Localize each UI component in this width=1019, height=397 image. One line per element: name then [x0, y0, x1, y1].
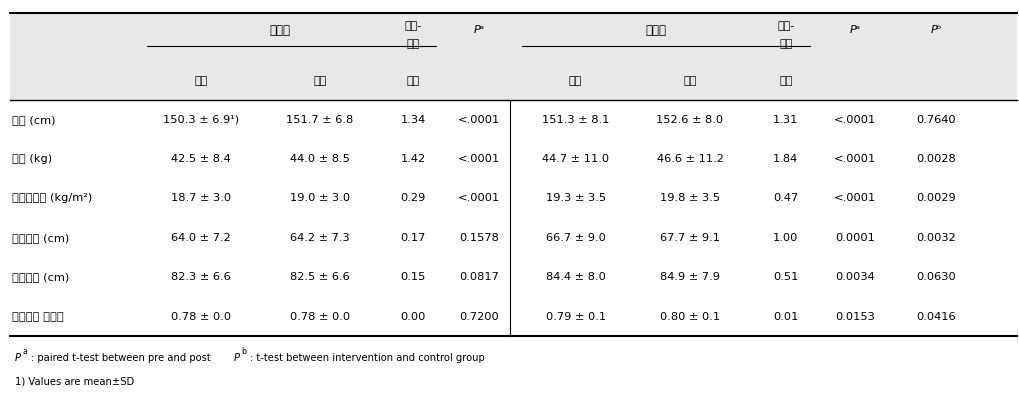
- Text: 사전: 사전: [195, 76, 208, 86]
- Text: 체질량지수 (kg/m²): 체질량지수 (kg/m²): [11, 193, 92, 204]
- Text: 0.79 ± 0.1: 0.79 ± 0.1: [545, 312, 605, 322]
- Text: 19.3 ± 3.5: 19.3 ± 3.5: [545, 193, 605, 204]
- Text: 사전: 사전: [779, 39, 792, 49]
- Text: b: b: [242, 347, 247, 356]
- Text: 0.78 ± 0.0: 0.78 ± 0.0: [171, 312, 231, 322]
- Text: 42.5 ± 8.4: 42.5 ± 8.4: [171, 154, 231, 164]
- Text: 1.34: 1.34: [400, 115, 426, 125]
- Text: 0.00: 0.00: [400, 312, 426, 322]
- Text: 0.0153: 0.0153: [835, 312, 874, 322]
- Text: 0.1578: 0.1578: [459, 233, 498, 243]
- Text: 1) Values are mean±SD: 1) Values are mean±SD: [14, 377, 133, 387]
- Text: 사후-: 사후-: [776, 21, 794, 31]
- Text: 44.0 ± 8.5: 44.0 ± 8.5: [289, 154, 350, 164]
- Text: 152.6 ± 8.0: 152.6 ± 8.0: [656, 115, 722, 125]
- Text: 150.3 ± 6.9¹): 150.3 ± 6.9¹): [163, 115, 239, 125]
- Text: 대조군: 대조군: [645, 24, 665, 37]
- Text: 0.0817: 0.0817: [459, 272, 498, 282]
- Text: 0.78 ± 0.0: 0.78 ± 0.0: [289, 312, 350, 322]
- Text: 0.01: 0.01: [772, 312, 798, 322]
- Text: 허리둔부 둘레비: 허리둔부 둘레비: [11, 312, 63, 322]
- Text: 82.5 ± 6.6: 82.5 ± 6.6: [289, 272, 350, 282]
- Text: <.0001: <.0001: [833, 193, 875, 204]
- Text: 19.0 ± 3.0: 19.0 ± 3.0: [289, 193, 350, 204]
- Text: 0.0630: 0.0630: [915, 272, 955, 282]
- Text: <.0001: <.0001: [458, 154, 499, 164]
- Text: 84.9 ± 7.9: 84.9 ± 7.9: [659, 272, 719, 282]
- Text: 64.0 ± 7.2: 64.0 ± 7.2: [171, 233, 231, 243]
- Text: 66.7 ± 9.0: 66.7 ± 9.0: [545, 233, 605, 243]
- Text: 1.42: 1.42: [400, 154, 426, 164]
- Text: 체중 (kg): 체중 (kg): [11, 154, 52, 164]
- Text: 신장 (cm): 신장 (cm): [11, 115, 55, 125]
- Text: <.0001: <.0001: [833, 154, 875, 164]
- Text: Pᵃ: Pᵃ: [473, 25, 484, 35]
- Text: 67.7 ± 9.1: 67.7 ± 9.1: [659, 233, 719, 243]
- Text: 사전: 사전: [569, 76, 582, 86]
- Text: 151.3 ± 8.1: 151.3 ± 8.1: [541, 115, 608, 125]
- Text: 64.2 ± 7.3: 64.2 ± 7.3: [289, 233, 350, 243]
- Text: 0.15: 0.15: [400, 272, 426, 282]
- Text: a: a: [22, 347, 28, 356]
- Text: : paired t-test between pre and post: : paired t-test between pre and post: [31, 353, 217, 363]
- Text: 0.29: 0.29: [400, 193, 426, 204]
- Text: P: P: [14, 353, 20, 363]
- Text: 84.4 ± 8.0: 84.4 ± 8.0: [545, 272, 605, 282]
- Text: 82.3 ± 6.6: 82.3 ± 6.6: [171, 272, 231, 282]
- Text: 사전: 사전: [407, 76, 420, 86]
- Text: 19.8 ± 3.5: 19.8 ± 3.5: [659, 193, 719, 204]
- Text: 허리둘레 (cm): 허리둘레 (cm): [11, 233, 68, 243]
- Text: 사전: 사전: [779, 76, 792, 86]
- Text: 0.47: 0.47: [772, 193, 798, 204]
- Text: 0.0032: 0.0032: [915, 233, 955, 243]
- Text: 0.0034: 0.0034: [835, 272, 874, 282]
- Text: 1.84: 1.84: [772, 154, 798, 164]
- Text: 0.0029: 0.0029: [915, 193, 955, 204]
- Text: Pᵇ: Pᵇ: [929, 25, 941, 35]
- Text: 중재군: 중재군: [269, 24, 289, 37]
- Text: 사전: 사전: [407, 39, 420, 49]
- Text: <.0001: <.0001: [833, 115, 875, 125]
- Text: 46.6 ± 11.2: 46.6 ± 11.2: [656, 154, 722, 164]
- Text: 0.0001: 0.0001: [835, 233, 874, 243]
- Text: : t-test between intervention and control group: : t-test between intervention and contro…: [250, 353, 484, 363]
- Text: 0.80 ± 0.1: 0.80 ± 0.1: [659, 312, 719, 322]
- Text: P: P: [233, 353, 239, 363]
- Text: 0.17: 0.17: [400, 233, 426, 243]
- Text: 사후-: 사후-: [405, 21, 422, 31]
- Text: <.0001: <.0001: [458, 193, 499, 204]
- Text: 18.7 ± 3.0: 18.7 ± 3.0: [171, 193, 231, 204]
- Text: <.0001: <.0001: [458, 115, 499, 125]
- Text: 둔부둘레 (cm): 둔부둘레 (cm): [11, 272, 68, 282]
- Text: 0.7200: 0.7200: [459, 312, 498, 322]
- Text: 0.51: 0.51: [772, 272, 798, 282]
- Text: 사훈: 사훈: [683, 76, 696, 86]
- Text: 44.7 ± 11.0: 44.7 ± 11.0: [541, 154, 608, 164]
- Text: 0.7640: 0.7640: [915, 115, 955, 125]
- Bar: [9, 13, 1016, 100]
- Text: 0.0028: 0.0028: [915, 154, 955, 164]
- Text: Pᵃ: Pᵃ: [849, 25, 860, 35]
- Text: 1.00: 1.00: [772, 233, 798, 243]
- Text: 1.31: 1.31: [772, 115, 798, 125]
- Text: 151.7 ± 6.8: 151.7 ± 6.8: [286, 115, 353, 125]
- Text: 0.0416: 0.0416: [915, 312, 955, 322]
- Text: 사훈: 사훈: [313, 76, 326, 86]
